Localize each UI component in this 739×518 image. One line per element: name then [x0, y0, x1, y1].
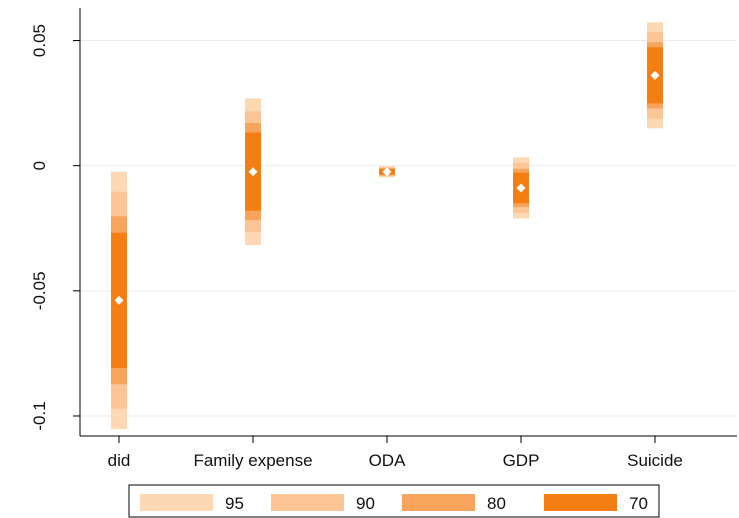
legend-label: 95: [225, 494, 244, 513]
confidence-intervals: [111, 22, 663, 429]
x-tick-label: GDP: [503, 451, 540, 470]
y-tick-label: -0.05: [30, 271, 49, 310]
x-axis-ticks: did Family expense ODA GDP Suicide: [108, 436, 683, 470]
point-estimate: [516, 183, 526, 193]
legend-label: 90: [356, 494, 375, 513]
gridlines: [80, 40, 737, 417]
y-tick-label: -0.1: [30, 401, 49, 430]
legend-label: 70: [629, 494, 648, 513]
x-tick-label: Suicide: [627, 451, 683, 470]
point-estimate: [650, 70, 660, 80]
y-axis-ticks: -0.1 -0.05 0 0.05: [30, 24, 80, 431]
point-estimate: [382, 167, 392, 177]
x-tick-label: Family expense: [193, 451, 312, 470]
point-estimate: [114, 295, 124, 305]
x-tick-label: ODA: [369, 451, 407, 470]
legend-swatch-70: [544, 494, 617, 511]
legend-swatch-80: [402, 494, 475, 511]
legend-swatch-90: [271, 494, 344, 511]
legend-label: 80: [487, 494, 506, 513]
y-tick-label: 0: [30, 161, 49, 170]
x-tick-label: did: [108, 451, 131, 470]
legend: 95 90 80 70: [128, 484, 660, 518]
axes: [79, 8, 737, 437]
legend-swatch-95: [140, 494, 213, 511]
y-tick-label: 0.05: [30, 24, 49, 57]
point-estimate: [248, 167, 258, 177]
